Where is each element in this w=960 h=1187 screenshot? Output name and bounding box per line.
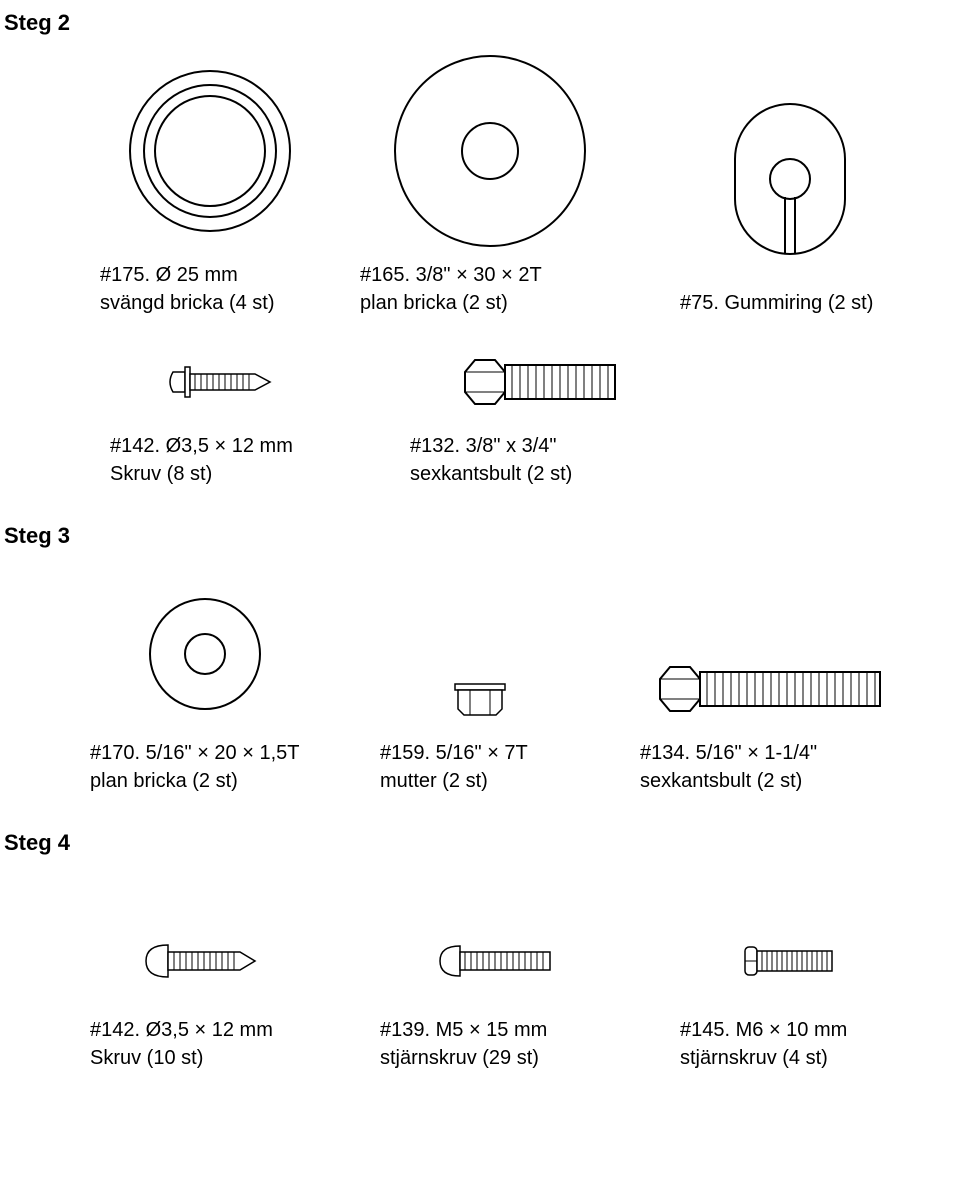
screw-b-icon (140, 939, 260, 984)
part-145-line1: #145. M6 × 10 mm (680, 1016, 900, 1044)
part-170-line2: plan bricka (2 st) (90, 767, 320, 795)
step2-row2: #142. Ø3,5 × 12 mm Skruv (8 st) #132. 3/… (0, 352, 960, 488)
part-134: #134. 5/16" × 1-1/4" sexkantsbult (2 st) (640, 589, 900, 795)
curved-washer-icon (125, 66, 295, 236)
hex-nut-icon (450, 679, 510, 719)
step4-row1: #142. Ø3,5 × 12 mm Skruv (10 st) #139. M… (0, 926, 960, 1072)
star-screw-icon (435, 941, 555, 981)
part-134-line1: #134. 5/16" × 1-1/4" (640, 739, 900, 767)
part-175-line2: svängd bricka (4 st) (100, 289, 320, 317)
part-75-line1: #75. Gummiring (2 st) (680, 289, 900, 317)
part-142-line1: #142. Ø3,5 × 12 mm (110, 432, 330, 460)
hex-bolt-icon (460, 352, 620, 412)
part-145: #145. M6 × 10 mm stjärnskruv (4 st) (680, 926, 900, 1072)
part-165-line1: #165. 3/8" × 30 × 2T (360, 261, 620, 289)
part-175-line1: #175. Ø 25 mm (100, 261, 320, 289)
part-134-line2: sexkantsbult (2 st) (640, 767, 900, 795)
part-132-line1: #132. 3/8" x 3/4" (410, 432, 670, 460)
part-170-line1: #170. 5/16" × 20 × 1,5T (90, 739, 320, 767)
part-165-line2: plan bricka (2 st) (360, 289, 620, 317)
part-139-line2: stjärnskruv (29 st) (380, 1044, 610, 1072)
part-159: #159. 5/16" × 7T mutter (2 st) (380, 589, 580, 795)
part-142b-line2: Skruv (10 st) (90, 1044, 310, 1072)
step-4-heading: Steg 4 (0, 830, 960, 856)
part-142b-line1: #142. Ø3,5 × 12 mm (90, 1016, 310, 1044)
part-139-line1: #139. M5 × 15 mm (380, 1016, 610, 1044)
part-159-line1: #159. 5/16" × 7T (380, 739, 580, 767)
step-2-heading: Steg 2 (0, 10, 960, 36)
part-165: #165. 3/8" × 30 × 2T plan bricka (2 st) (360, 61, 620, 317)
grommet-icon (730, 99, 850, 259)
part-145-line2: stjärnskruv (4 st) (680, 1044, 900, 1072)
star-screw-short-icon (740, 941, 840, 981)
part-142-line2: Skruv (8 st) (110, 460, 330, 488)
part-132-line2: sexkantsbult (2 st) (410, 460, 670, 488)
flat-washer-icon (145, 594, 265, 714)
part-159-line2: mutter (2 st) (380, 767, 580, 795)
step3-row1: #170. 5/16" × 20 × 1,5T plan bricka (2 s… (0, 589, 960, 795)
part-132: #132. 3/8" x 3/4" sexkantsbult (2 st) (410, 352, 670, 488)
part-139: #139. M5 × 15 mm stjärnskruv (29 st) (380, 926, 610, 1072)
part-170: #170. 5/16" × 20 × 1,5T plan bricka (2 s… (90, 589, 320, 795)
part-142: #142. Ø3,5 × 12 mm Skruv (8 st) (110, 352, 330, 488)
screw-small-icon (165, 362, 275, 402)
hex-bolt-long-icon (655, 659, 885, 719)
part-175: #175. Ø 25 mm svängd bricka (4 st) (100, 61, 320, 317)
part-75: #75. Gummiring (2 st) (680, 89, 900, 317)
flat-washer-large-icon (390, 51, 590, 251)
part-142b: #142. Ø3,5 × 12 mm Skruv (10 st) (90, 926, 310, 1072)
step-3-heading: Steg 3 (0, 523, 960, 549)
step2-row1: #175. Ø 25 mm svängd bricka (4 st) #165.… (0, 61, 960, 317)
